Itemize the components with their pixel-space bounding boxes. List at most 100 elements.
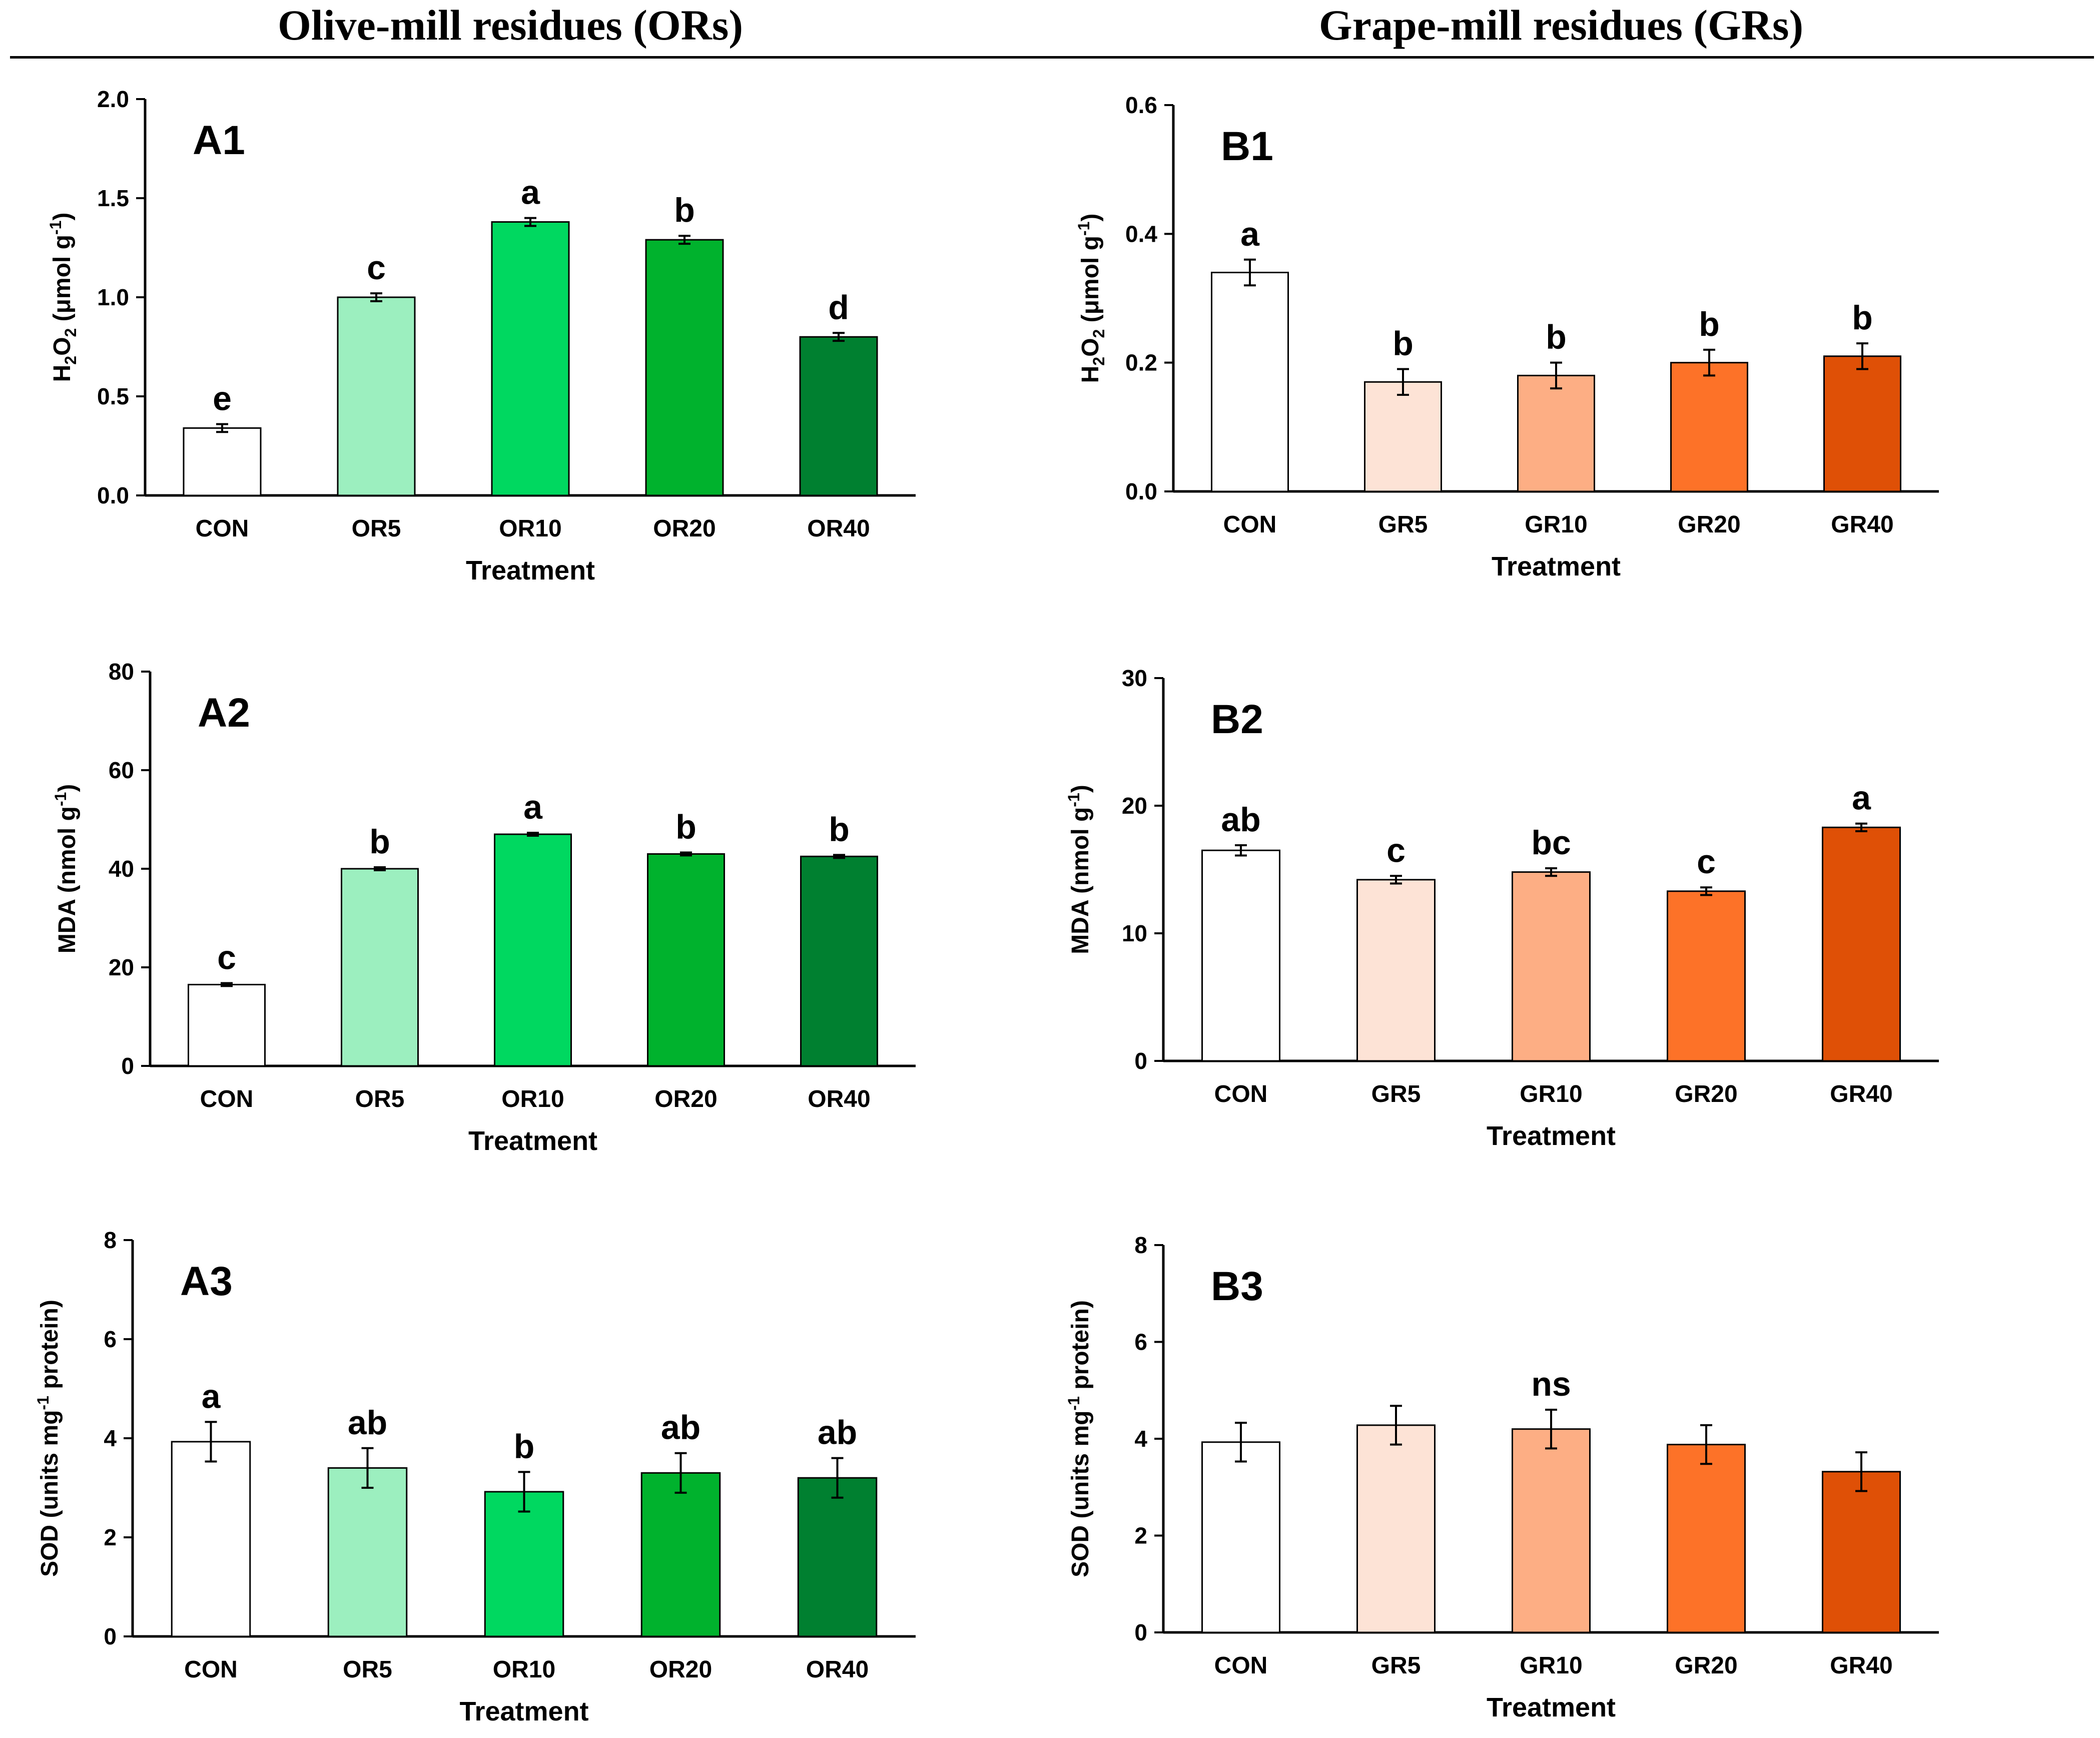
x-tick-label: OR40 xyxy=(808,1086,870,1112)
y-title-text: O xyxy=(1077,338,1104,357)
y-tick-label: 0 xyxy=(1134,1048,1147,1074)
bar-OR40 xyxy=(797,1477,878,1637)
x-tick-label: CON xyxy=(1214,1652,1268,1679)
y-axis-title: SOD (units mg-1 protein) xyxy=(34,1300,63,1577)
bar-GR10 xyxy=(1512,871,1591,1062)
bar-CON xyxy=(1201,1441,1280,1633)
y-tick-label: 0.5 xyxy=(97,383,129,409)
y-title-text: SOD (units mg xyxy=(1067,1411,1094,1577)
x-axis-title: Treatment xyxy=(468,1126,597,1156)
y-tick-label: 0.4 xyxy=(1125,221,1157,247)
significance-letter: b xyxy=(829,810,850,848)
x-tick-label: GR20 xyxy=(1675,1652,1737,1679)
significance-letter: a xyxy=(1852,779,1871,817)
x-tick-label: OR5 xyxy=(343,1656,392,1683)
bar-OR20 xyxy=(647,853,725,1067)
y-title-sup: -1 xyxy=(1065,793,1083,807)
y-tick-label: 8 xyxy=(1134,1232,1147,1258)
y-axis-title: H2O2 (μmol g-1) xyxy=(1075,214,1108,383)
y-tick-label: 0.0 xyxy=(1125,478,1157,504)
y-title-text: MDA (nmol g xyxy=(54,806,81,953)
y-title-text: (μmol g xyxy=(49,235,76,328)
y-title-text: O xyxy=(49,337,76,356)
y-title-text: protein) xyxy=(1067,1300,1094,1396)
x-tick-label: OR40 xyxy=(806,1656,869,1683)
panel-label: B3 xyxy=(1211,1264,1263,1309)
y-tick-label: 20 xyxy=(109,954,134,980)
y-tick-label: 0 xyxy=(104,1623,117,1649)
x-tick-label: GR5 xyxy=(1371,1081,1421,1107)
x-tick-label: CON xyxy=(184,1656,238,1683)
y-tick-label: 80 xyxy=(109,659,134,685)
significance-letter: a xyxy=(202,1377,221,1415)
x-tick-label: GR10 xyxy=(1520,1081,1582,1107)
x-tick-label: GR40 xyxy=(1830,1652,1892,1679)
y-tick-label: 20 xyxy=(1122,793,1147,819)
x-tick-label: OR20 xyxy=(653,515,716,542)
x-tick-label: OR5 xyxy=(355,1086,405,1112)
y-title-sup: -1 xyxy=(52,792,70,806)
significance-letter: b xyxy=(1699,305,1720,343)
bar-GR5 xyxy=(1356,879,1436,1062)
x-tick-label: GR40 xyxy=(1831,511,1893,538)
y-title-sub: 2 xyxy=(1090,357,1108,366)
y-title-text: H xyxy=(49,365,76,382)
y-tick-label: 0 xyxy=(121,1053,134,1079)
significance-letter: b xyxy=(675,808,696,846)
significance-letter: b xyxy=(1852,299,1873,337)
y-tick-label: 6 xyxy=(104,1326,117,1352)
x-axis-title: Treatment xyxy=(459,1696,588,1726)
y-tick-label: 30 xyxy=(1122,665,1147,691)
significance-letter: a xyxy=(521,174,540,212)
y-tick-label: 2 xyxy=(104,1524,117,1550)
y-title-text: protein) xyxy=(37,1300,63,1396)
bar-CON xyxy=(1201,849,1280,1062)
bar-OR5 xyxy=(341,868,419,1067)
y-axis-title: MDA (nmol g-1) xyxy=(1065,785,1094,954)
panel-label: B2 xyxy=(1211,697,1263,742)
chart-B1: 0.0 0.2 0.4 0.6 a CON b GR5 b GR10 b GR20 b GR40 Treat… xyxy=(1075,92,1939,582)
bar-GR20 xyxy=(1667,1444,1746,1633)
bar-GR40 xyxy=(1822,826,1901,1062)
y-title-text: SOD (units mg xyxy=(37,1410,63,1577)
chart-A3: 0 2 4 6 8 a CON ab OR5 b OR10 ab OR20 ab OR40 Treatment… xyxy=(34,1227,916,1726)
bar-OR5 xyxy=(327,1467,408,1637)
y-tick-label: 2 xyxy=(1134,1523,1147,1549)
bar-CON xyxy=(1211,272,1289,492)
x-tick-label: CON xyxy=(1223,511,1277,538)
significance-letter: c xyxy=(1386,831,1406,869)
significance-letter: b xyxy=(674,191,695,229)
chart-B2: 0 10 20 30 ab CON c GR5 bc GR10 c GR20 a GR40 Treatmen… xyxy=(1065,665,1939,1151)
bar-GR10 xyxy=(1517,374,1595,492)
y-title-text: ) xyxy=(54,784,81,792)
y-axis-title: MDA (nmol g-1) xyxy=(52,784,81,954)
x-tick-label: GR20 xyxy=(1678,511,1740,538)
bar-GR5 xyxy=(1356,1424,1436,1633)
y-title-sup: -1 xyxy=(34,1396,52,1410)
y-title-sub: 2 xyxy=(62,356,80,365)
y-axis-title: H2O2 (μmol g-1) xyxy=(47,213,80,382)
y-title-text: ) xyxy=(49,213,76,221)
x-tick-label: GR5 xyxy=(1371,1652,1421,1679)
chart-B3: 0 2 4 6 8 CON GR5 ns GR10 GR20 GR40 Treatment B3 SOD … xyxy=(1065,1232,1939,1722)
x-tick-label: GR40 xyxy=(1830,1081,1892,1107)
significance-letter: b xyxy=(1546,318,1567,356)
significance-letter: ab xyxy=(661,1409,701,1447)
bar-GR10 xyxy=(1512,1428,1591,1633)
significance-letter: ab xyxy=(348,1404,387,1442)
x-tick-label: OR10 xyxy=(499,515,561,542)
panel-label: A3 xyxy=(180,1259,233,1304)
bar-OR40 xyxy=(799,336,878,496)
bar-CON xyxy=(183,427,262,496)
y-title-text: H xyxy=(1077,366,1104,383)
x-axis-title: Treatment xyxy=(466,555,595,586)
y-title-text: (μmol g xyxy=(1077,236,1104,329)
column-title-grape: Grape-mill residues (GRs) xyxy=(1318,1,1804,49)
bar-GR40 xyxy=(1823,355,1901,492)
x-tick-label: GR10 xyxy=(1520,1652,1582,1679)
y-title-sup: -1 xyxy=(47,221,65,235)
y-tick-label: 8 xyxy=(104,1227,117,1253)
significance-letter: c xyxy=(217,939,236,977)
y-title-text: ) xyxy=(1077,214,1104,222)
bar-OR10 xyxy=(494,833,572,1067)
